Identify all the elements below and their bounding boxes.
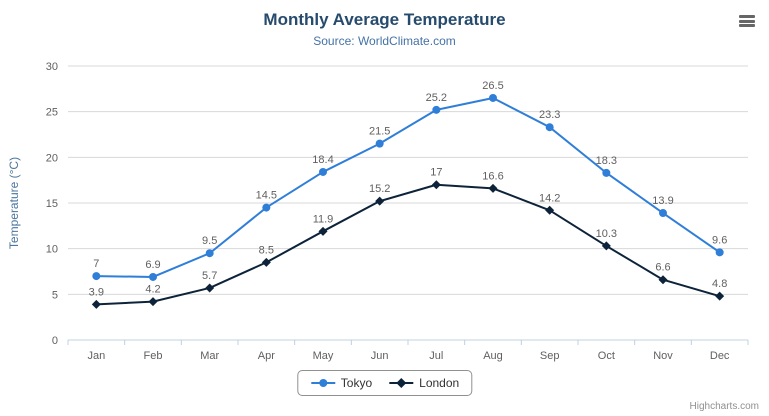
y-axis-title: Temperature (°C)	[7, 157, 21, 249]
data-label: 25.2	[426, 92, 447, 104]
data-point-marker[interactable]	[601, 241, 611, 251]
hamburger-icon	[739, 24, 755, 27]
data-point-marker[interactable]	[91, 299, 101, 309]
y-axis-label: 5	[52, 289, 58, 301]
data-label: 14.2	[539, 192, 560, 204]
data-label: 13.9	[652, 195, 673, 207]
data-point-marker[interactable]	[488, 183, 498, 193]
data-point-marker[interactable]	[149, 272, 157, 281]
data-label: 10.3	[596, 228, 617, 240]
y-axis-label: 25	[46, 107, 58, 119]
x-axis-label: Dec	[710, 350, 730, 362]
y-axis-label: 20	[46, 152, 58, 164]
data-label: 16.6	[482, 170, 503, 182]
data-label: 4.8	[712, 278, 727, 290]
data-point-marker[interactable]	[545, 205, 555, 215]
data-point-marker[interactable]	[545, 123, 554, 132]
data-label: 6.6	[655, 262, 670, 274]
data-point-marker[interactable]	[261, 257, 271, 267]
data-label: 9.6	[712, 234, 727, 246]
data-label: 18.4	[312, 154, 333, 166]
data-point-marker[interactable]	[375, 139, 384, 148]
x-axis-label: Apr	[258, 350, 275, 362]
y-axis-label: 30	[46, 61, 58, 73]
legend-label-tokyo: Tokyo	[340, 376, 373, 390]
data-label: 3.9	[89, 286, 104, 298]
x-axis-label: Mar	[200, 350, 219, 362]
data-point-marker[interactable]	[262, 203, 271, 212]
legend-item-tokyo[interactable]: Tokyo	[310, 376, 372, 390]
data-point-marker[interactable]	[659, 209, 667, 218]
x-axis-label: Jan	[87, 350, 105, 362]
data-point-marker[interactable]	[602, 168, 611, 177]
x-axis-label: Oct	[598, 350, 615, 362]
chart-subtitle: Source: WorldClimate.com	[313, 34, 456, 48]
data-label: 14.5	[256, 190, 277, 202]
legend-label-london: London	[419, 376, 460, 390]
data-label: 17	[430, 167, 442, 179]
legend-symbol-london	[389, 378, 414, 388]
chart-title: Monthly Average Temperature	[263, 10, 506, 29]
data-label: 15.2	[369, 183, 390, 195]
data-point-marker[interactable]	[432, 105, 441, 114]
data-point-marker[interactable]	[658, 275, 668, 285]
data-label: 5.7	[202, 270, 217, 282]
data-label: 11.9	[313, 213, 334, 225]
data-point-marker[interactable]	[92, 272, 101, 281]
data-point-marker[interactable]	[431, 180, 441, 190]
data-label: 23.3	[539, 109, 560, 121]
data-label: 7	[93, 258, 99, 270]
y-axis-label: 10	[46, 244, 58, 256]
legend-item-london[interactable]: London	[388, 376, 459, 390]
x-axis-label: Jun	[371, 350, 389, 362]
hamburger-icon	[739, 15, 755, 18]
data-point-marker[interactable]	[715, 291, 725, 301]
data-point-marker[interactable]	[205, 283, 215, 293]
data-point-marker[interactable]	[715, 248, 724, 257]
data-point-marker[interactable]	[489, 93, 497, 102]
data-point-marker[interactable]	[148, 297, 158, 307]
x-axis-label: Feb	[144, 350, 163, 362]
x-axis-label: Aug	[483, 350, 503, 362]
data-point-marker[interactable]	[318, 226, 328, 236]
chart-legend: Tokyo London	[296, 370, 473, 396]
hamburger-icon	[739, 19, 755, 23]
series-line-london	[96, 183, 720, 306]
data-label: 21.5	[369, 126, 390, 138]
context-menu-button[interactable]	[737, 13, 757, 29]
x-axis-label: Nov	[653, 350, 673, 362]
data-label: 9.5	[202, 235, 217, 247]
data-label: 4.2	[145, 284, 160, 296]
x-axis-label: Sep	[540, 350, 560, 362]
y-axis-label: 15	[46, 198, 58, 210]
data-label: 8.5	[259, 244, 274, 256]
x-axis-label: Jul	[429, 350, 443, 362]
data-label: 18.3	[596, 155, 617, 167]
data-label: 6.9	[145, 259, 160, 271]
data-point-marker[interactable]	[375, 196, 385, 206]
data-point-marker[interactable]	[205, 249, 214, 258]
credits-link[interactable]: Highcharts.com	[689, 401, 759, 412]
series-line-tokyo	[96, 96, 721, 278]
data-point-marker[interactable]	[319, 167, 327, 176]
data-label: 26.5	[482, 80, 503, 92]
x-axis-label: May	[313, 350, 334, 362]
y-axis-label: 0	[52, 335, 58, 347]
legend-symbol-tokyo	[310, 379, 335, 387]
